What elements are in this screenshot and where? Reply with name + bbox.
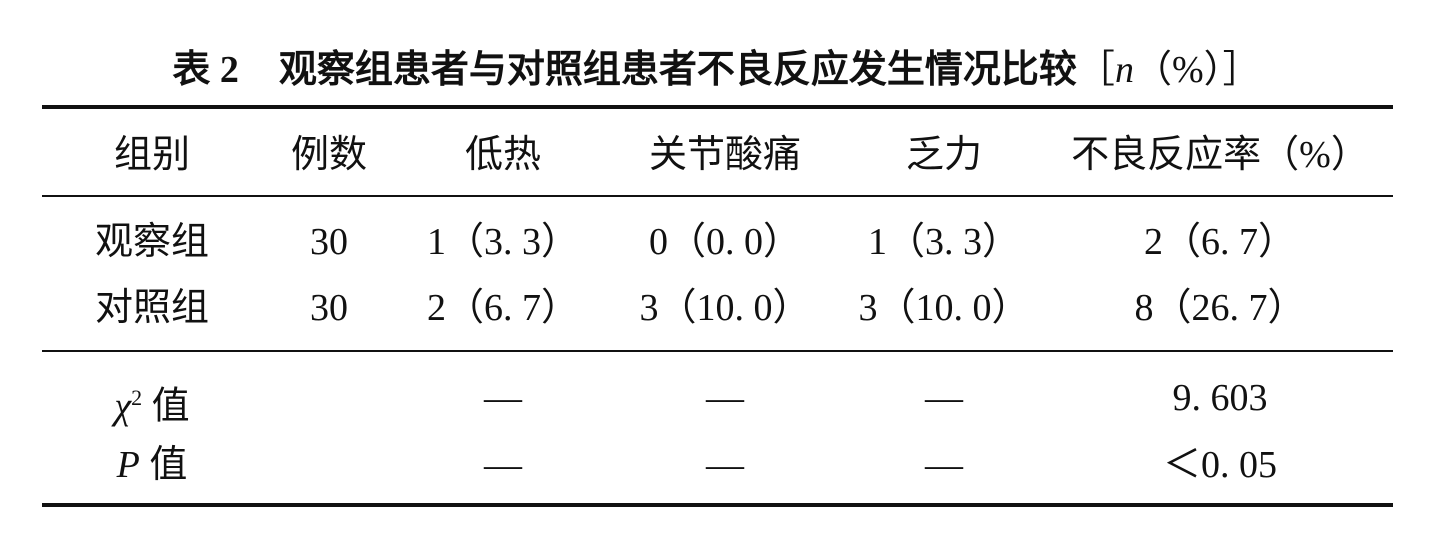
header-cell: 例数 [290,134,368,176]
p-label-text: 值 [139,444,188,486]
bottom-rule [42,503,1393,507]
cell: 0（0. 0） [648,221,802,263]
table-row: 观察组 30 1（3. 3） 0（0. 0） 1（3. 3） 2（6. 7） [0,217,1433,267]
header-cell: 不良反应率（%） [1071,134,1369,176]
table-number: 表 2 [172,49,239,91]
p-value-row: P 值 — — — ＜0. 05 [0,440,1433,490]
unit-n: n [1114,49,1134,91]
chi-symbol: χ [114,385,132,428]
header-row: 组别 例数 低热 关节酸痛 乏力 不良反应率（%） [0,130,1433,180]
cell: 3（10. 0） [639,287,811,329]
header-cell: 乏力 [905,134,983,176]
chi-label-text: 值 [142,385,190,428]
cell: — [484,444,522,486]
cell: 8（26. 7） [1134,287,1306,329]
unit-rest: （%）］ [1133,49,1261,91]
cell: 1（3. 3） [867,221,1021,263]
chi-square-row: χ2 值 — — — 9. 603 [0,373,1433,428]
chi-square-label: χ2 值 [114,373,189,432]
cell: ＜0. 05 [1162,444,1278,486]
cell: 9. 603 [1172,377,1268,419]
table-title: 表 2 观察组患者与对照组患者不良反应发生情况比较［n（%）］ [0,38,1433,93]
cell: 1（3. 3） [426,221,580,263]
cell: 观察组 [94,221,210,263]
cell: — [925,444,963,486]
cell: 30 [310,221,348,263]
header-cell: 关节酸痛 [648,134,802,176]
cell: 3（10. 0） [858,287,1030,329]
cell: 2（6. 7） [1143,221,1297,263]
cell: — [706,377,744,419]
cell: 2（6. 7） [426,287,580,329]
cell: 对照组 [94,287,210,329]
cell: — [925,377,963,419]
p-value-label: P 值 [117,440,188,490]
table-row: 对照组 30 2（6. 7） 3（10. 0） 3（10. 0） 8（26. 7… [0,283,1433,333]
p-symbol: P [116,444,140,486]
header-rule [42,195,1393,197]
stats-rule [42,350,1393,352]
cell: — [484,377,522,419]
chi-sup: 2 [131,385,143,410]
header-cell: 低热 [464,134,542,176]
table-caption: 观察组患者与对照组患者不良反应发生情况比较 [278,49,1077,91]
cell: — [706,444,744,486]
cell: 30 [310,287,348,329]
unit-open: ［ [1076,49,1115,91]
header-cell: 组别 [113,134,191,176]
top-rule [42,105,1393,109]
